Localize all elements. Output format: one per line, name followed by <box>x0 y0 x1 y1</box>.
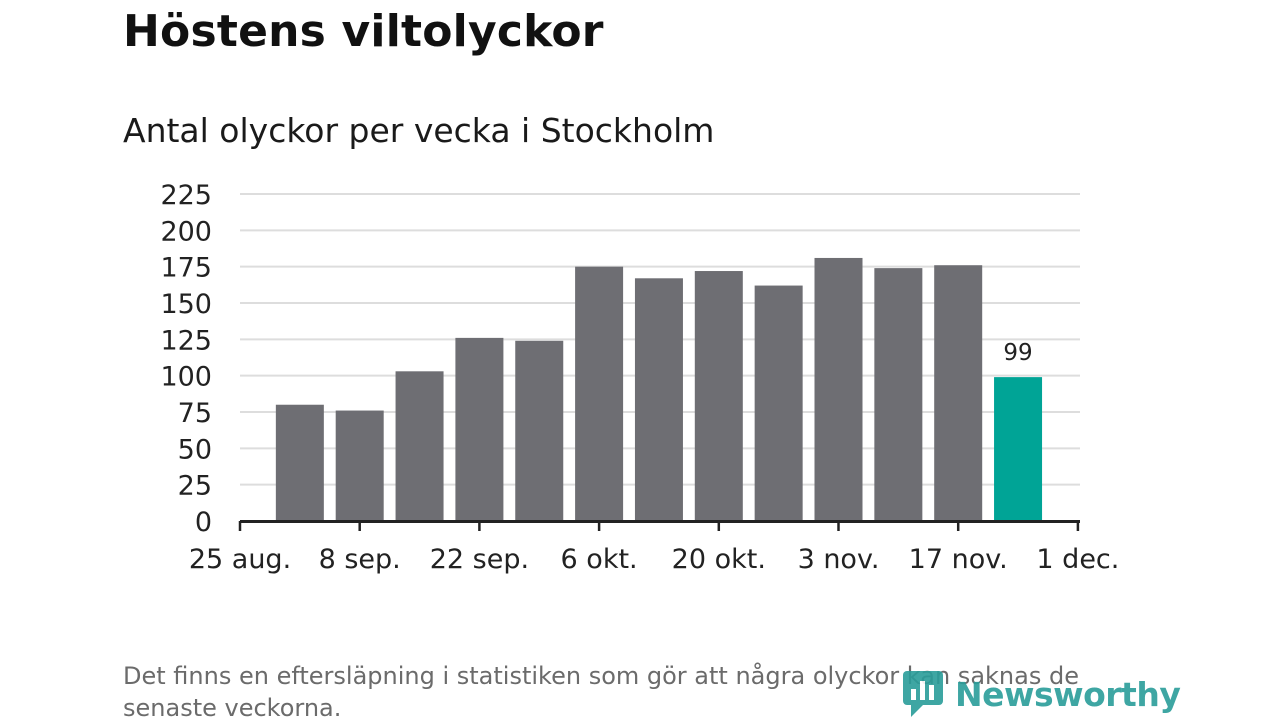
x-tick-label: 17 nov. <box>909 544 1008 575</box>
bar <box>635 278 683 521</box>
y-tick-label: 100 <box>160 362 212 393</box>
y-tick-label: 25 <box>178 471 212 502</box>
x-axis <box>240 521 1080 531</box>
bar <box>934 265 982 521</box>
y-tick-label: 75 <box>178 398 212 429</box>
bar <box>336 411 384 521</box>
y-tick-label: 225 <box>160 180 212 211</box>
logo-text: Newsworthy <box>955 675 1180 714</box>
y-tick-label: 150 <box>160 289 212 320</box>
y-tick-label: 50 <box>178 434 212 465</box>
bar <box>455 338 503 521</box>
bar-chart: 0 25 50 75 100 125 150 175 200 225 99 25 aug. 8 sep.… <box>0 0 1280 720</box>
bar <box>874 268 922 521</box>
chart-page: Höstens viltolyckor Antal olyckor per ve… <box>0 0 1280 720</box>
bar <box>575 267 623 521</box>
x-tick-label: 20 okt. <box>672 544 766 575</box>
bar <box>396 371 444 521</box>
x-tick-label: 22 sep. <box>430 544 529 575</box>
bar-data-label: 99 <box>1003 340 1032 366</box>
y-tick-label: 200 <box>160 216 212 247</box>
y-tick-label: 175 <box>160 253 212 284</box>
bar <box>815 258 863 521</box>
bar <box>515 341 563 521</box>
x-tick-label: 1 dec. <box>1036 544 1119 575</box>
y-tick-label: 125 <box>160 325 212 356</box>
newsworthy-logo-icon <box>903 671 943 717</box>
newsworthy-logo[interactable]: Newsworthy <box>903 670 1180 718</box>
bars <box>276 258 1042 521</box>
x-tick-label: 3 nov. <box>798 544 880 575</box>
x-tick-label: 8 sep. <box>319 544 401 575</box>
bar <box>695 271 743 521</box>
bar <box>276 405 324 521</box>
y-tick-label: 0 <box>195 507 212 538</box>
x-tick-label: 25 aug. <box>189 544 291 575</box>
bar-highlight <box>994 377 1042 521</box>
bar <box>755 286 803 521</box>
x-tick-label: 6 okt. <box>561 544 638 575</box>
